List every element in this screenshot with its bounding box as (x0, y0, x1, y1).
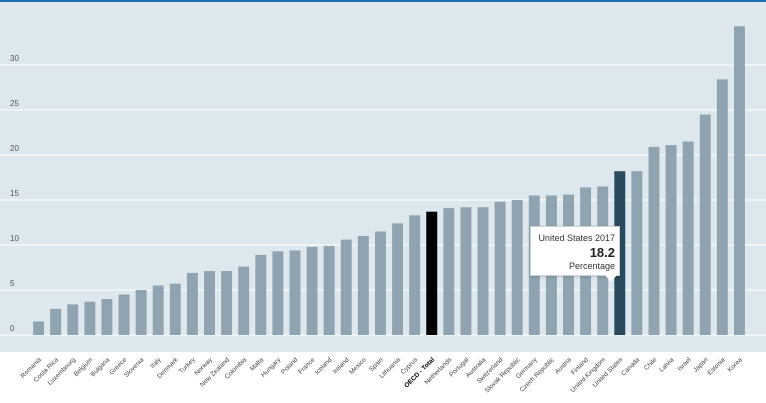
tooltip-arrow (605, 275, 617, 282)
bar[interactable] (255, 254, 267, 335)
bar[interactable] (204, 271, 215, 335)
bar[interactable] (67, 304, 79, 335)
tooltip-title: United States 2017 (538, 233, 615, 243)
bar[interactable] (306, 246, 318, 335)
bar[interactable] (186, 272, 198, 335)
bar[interactable] (33, 321, 45, 336)
bar[interactable] (289, 250, 301, 335)
bar[interactable] (340, 239, 352, 335)
x-tick-label: Hungary (260, 356, 283, 379)
bar[interactable] (665, 145, 677, 335)
bar[interactable] (631, 171, 643, 335)
x-tick-label: Bulgaria (90, 356, 112, 378)
x-tick-label: Chile (643, 356, 659, 372)
tooltip-unit: Percentage (568, 261, 615, 271)
tooltip-value: 18.2 (589, 245, 615, 260)
y-tick-label: 0 (10, 324, 15, 333)
bar[interactable] (152, 285, 164, 336)
x-tick-label: Israel (676, 356, 693, 373)
y-tick-label: 10 (10, 234, 19, 243)
x-tick-label: Korea (727, 356, 744, 373)
bar[interactable] (272, 251, 284, 335)
bar[interactable] (477, 207, 489, 335)
y-tick-label: 30 (10, 54, 19, 63)
y-tick-label: 20 (10, 144, 19, 153)
top-border (0, 0, 766, 2)
bar[interactable] (135, 290, 147, 335)
y-tick-label: 25 (10, 99, 19, 108)
tooltip: United States 2017 18.2 Percentage (530, 226, 620, 282)
bar[interactable] (392, 223, 404, 335)
bar[interactable] (648, 146, 660, 335)
x-tick-label: Estonia (706, 356, 727, 377)
bar[interactable] (494, 201, 506, 335)
x-tick-label: Poland (280, 356, 300, 376)
x-tick-label: France (297, 356, 317, 376)
bar[interactable] (169, 283, 181, 335)
y-tick-label: 15 (10, 189, 19, 198)
x-tick-label: Latvia (658, 356, 675, 373)
x-tick-label: Mexico (348, 356, 368, 376)
bar[interactable] (374, 231, 386, 336)
bar[interactable] (511, 200, 523, 335)
x-tick-label: Ireland (332, 356, 351, 375)
bar[interactable] (238, 266, 250, 335)
bar[interactable] (221, 271, 233, 335)
bar[interactable] (323, 245, 335, 335)
y-tick-labels: 0 5 10 15 20 25 30 (10, 54, 19, 333)
y-tick-label: 5 (10, 279, 15, 288)
bar[interactable] (699, 114, 711, 336)
bar[interactable] (733, 26, 745, 336)
bar[interactable] (84, 301, 96, 335)
bar[interactable] (409, 215, 421, 335)
bar[interactable] (716, 79, 728, 336)
bar[interactable] (118, 294, 130, 336)
bar[interactable] (443, 208, 455, 335)
bar[interactable] (682, 141, 694, 336)
bar[interactable] (426, 211, 438, 335)
bar[interactable] (101, 299, 113, 335)
bar[interactable] (460, 207, 472, 335)
bar[interactable] (50, 308, 62, 335)
x-tick-label: Iceland (314, 356, 334, 376)
x-tick-label: Italy (149, 356, 163, 370)
bar[interactable] (357, 236, 369, 335)
x-tick-label: Canada (620, 356, 641, 377)
